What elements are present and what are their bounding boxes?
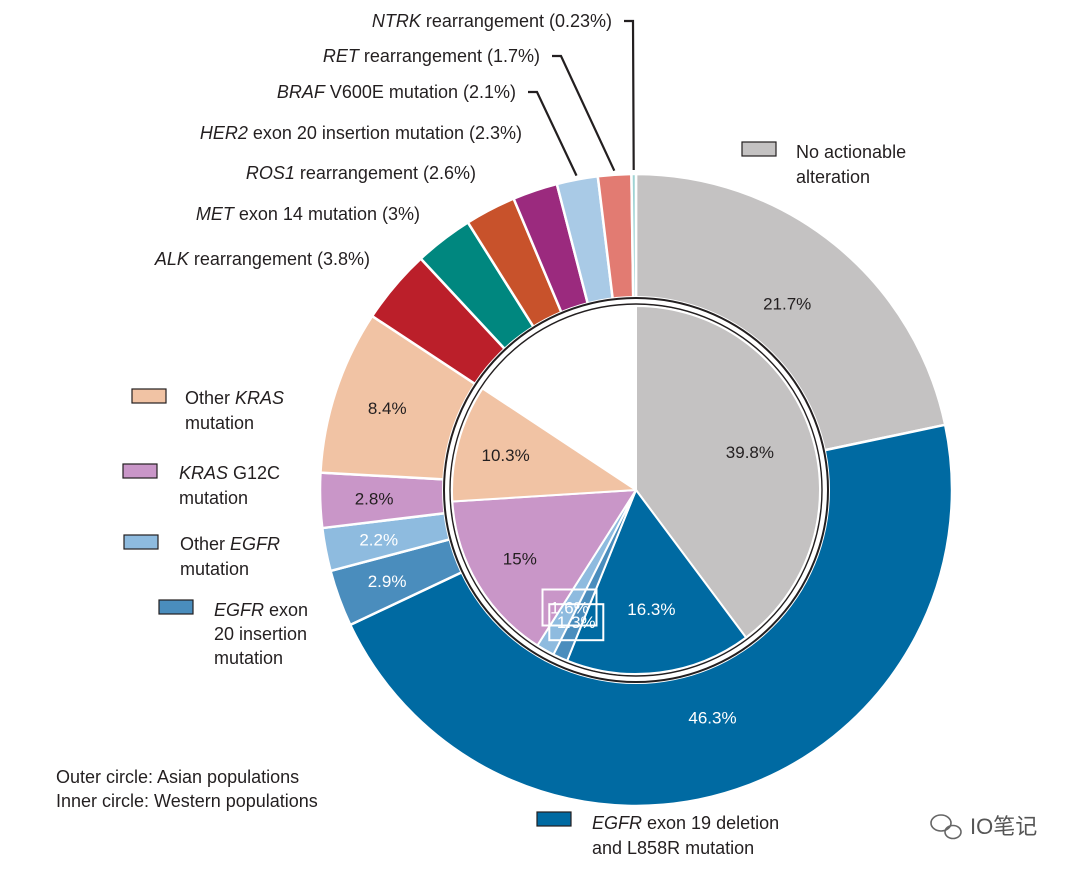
callout-text-her2: HER2 exon 20 insertion mutation (2.3%)	[200, 123, 522, 143]
outer-label-no_actionable: 21.7%	[763, 295, 811, 314]
outer-label-text-other_egfr: 2.2%	[359, 530, 398, 549]
outer-label-text-other_kras: 8.4%	[368, 399, 407, 418]
outer-label-other_kras: 8.4%	[368, 399, 407, 418]
outer-label-egfr_ex20: 2.9%	[368, 572, 407, 591]
inner-label-box-other_egfr	[541, 588, 598, 627]
inner-label-no_actionable: 39.8%	[726, 443, 774, 462]
legend-text-other_kras-0: Other KRAS	[185, 388, 284, 408]
legend-item-kras_g12c: KRAS G12C mutation	[122, 463, 280, 508]
legend-text-egfr_ex20-1: 20 insertion	[214, 624, 307, 644]
callout-text-ros1: ROS1 rearrangement (2.6%)	[246, 163, 476, 183]
outer-label-egfr_19_l858r: 46.3%	[688, 709, 736, 728]
callout-text-ntrk: NTRK rearrangement (0.23%)	[372, 11, 612, 31]
inner-slice-egfr_19_l858r	[566, 489, 748, 675]
callout-leader-ret	[552, 54, 616, 172]
callout-text-ret: RET rearrangement (1.7%)	[323, 46, 540, 66]
legend-item-no_actionable: No actionable alteration	[741, 141, 906, 187]
inner-ring-outline	[443, 297, 829, 683]
inner-label-text-egfr_19_l858r: 16.3%	[627, 600, 675, 619]
legend-swatch-other_kras	[131, 388, 167, 404]
legend-item-egfr_ex20: EGFR exon 20 insertion mutation	[158, 599, 308, 668]
callout-braf: BRAF V600E mutation (2.1%)	[277, 82, 578, 177]
inner-slice-no_actionable	[635, 305, 821, 639]
callout-leader-braf	[528, 90, 578, 177]
callout-ros1: ROS1 rearrangement (2.6%)	[246, 163, 476, 183]
outer-label-kras_g12c: 2.8%	[355, 490, 394, 509]
legend-text-egfr_19_l858r-0: EGFR exon 19 deletion	[592, 813, 779, 833]
callout-ret: RET rearrangement (1.7%)	[323, 46, 616, 172]
inner-label-kras_g12c: 15%	[503, 550, 537, 569]
outer-label-text-egfr_19_l858r: 46.3%	[688, 709, 736, 728]
inner-label-text-egfr_ex20: 1.3%	[557, 613, 596, 632]
callout-text-braf: BRAF V600E mutation (2.1%)	[277, 82, 516, 102]
inner-slice-other_kras	[450, 387, 637, 503]
inner-label-other_kras: 10.3%	[481, 446, 529, 465]
callout-met: MET exon 14 mutation (3%)	[196, 204, 420, 224]
inner-slice-kras_g12c	[451, 489, 637, 647]
legend-text-kras_g12c-1: mutation	[179, 488, 248, 508]
outer-label-text-egfr_ex20: 2.9%	[368, 572, 407, 591]
inner-label-text-no_actionable: 39.8%	[726, 443, 774, 462]
legend-text-no_actionable-0: No actionable	[796, 142, 906, 162]
legend-text-egfr_ex20-2: mutation	[214, 648, 283, 668]
callout-alk: ALK rearrangement (3.8%)	[154, 249, 370, 269]
legend-swatch-egfr_ex20	[158, 599, 194, 615]
legend-swatch-egfr_19_l858r	[536, 811, 572, 827]
callout-leader-ntrk	[624, 19, 635, 171]
callout-text-met: MET exon 14 mutation (3%)	[196, 204, 420, 224]
legend-text-egfr_ex20-0: EGFR exon	[214, 600, 308, 620]
legend-item-other_egfr: Other EGFR mutation	[123, 534, 280, 579]
legend-swatch-other_egfr	[123, 534, 159, 550]
legend: No actionable alteration Other KRAS mutatio…	[122, 141, 906, 858]
wechat-icon	[930, 814, 962, 840]
inner-ring-inner-outline	[449, 303, 823, 677]
legend-text-kras_g12c-0: KRAS G12C	[179, 463, 280, 483]
legend-text-egfr_19_l858r-1: and L858R mutation	[592, 838, 754, 858]
note-inner-circle: Inner circle: Western populations	[56, 791, 318, 811]
legend-text-other_egfr-1: mutation	[180, 559, 249, 579]
legend-swatch-no_actionable	[741, 141, 777, 157]
callout-ntrk: NTRK rearrangement (0.23%)	[372, 11, 635, 171]
outer-label-text-no_actionable: 21.7%	[763, 295, 811, 314]
inner-label-box-egfr_ex20	[548, 603, 605, 642]
inner-label-text-kras_g12c: 15%	[503, 550, 537, 569]
legend-item-egfr_19_l858r: EGFR exon 19 deletion and L858R mutation	[536, 811, 779, 858]
inner-label-text-other_kras: 10.3%	[481, 446, 529, 465]
legend-text-other_kras-1: mutation	[185, 413, 254, 433]
callout-text-alk: ALK rearrangement (3.8%)	[154, 249, 370, 269]
callouts: NTRK rearrangement (0.23%) RET rearrangem…	[154, 11, 635, 269]
outer-label-other_egfr: 2.2%	[359, 530, 398, 549]
watermark: IO笔记	[930, 814, 1037, 840]
watermark-text: IO笔记	[970, 814, 1037, 839]
legend-text-other_egfr-0: Other EGFR	[180, 534, 280, 554]
legend-item-other_kras: Other KRAS mutation	[131, 388, 284, 433]
inner-ring	[442, 296, 830, 684]
callout-her2: HER2 exon 20 insertion mutation (2.3%)	[200, 123, 522, 143]
inner-label-egfr_ex20: 1.3%	[548, 603, 605, 642]
inner-label-text-other_egfr: 1.6%	[550, 599, 589, 618]
inner-label-egfr_19_l858r: 16.3%	[627, 600, 675, 619]
legend-text-no_actionable-1: alteration	[796, 167, 870, 187]
outer-label-text-kras_g12c: 2.8%	[355, 490, 394, 509]
slice-labels: 21.7% 46.3% 2.9% 2.2% 2.8% 8.4% 39.8% 16.3% 1.3%…	[355, 295, 812, 728]
legend-swatch-kras_g12c	[122, 463, 158, 479]
note-outer-circle: Outer circle: Asian populations	[56, 767, 299, 787]
inner-label-other_egfr: 1.6%	[541, 588, 598, 627]
